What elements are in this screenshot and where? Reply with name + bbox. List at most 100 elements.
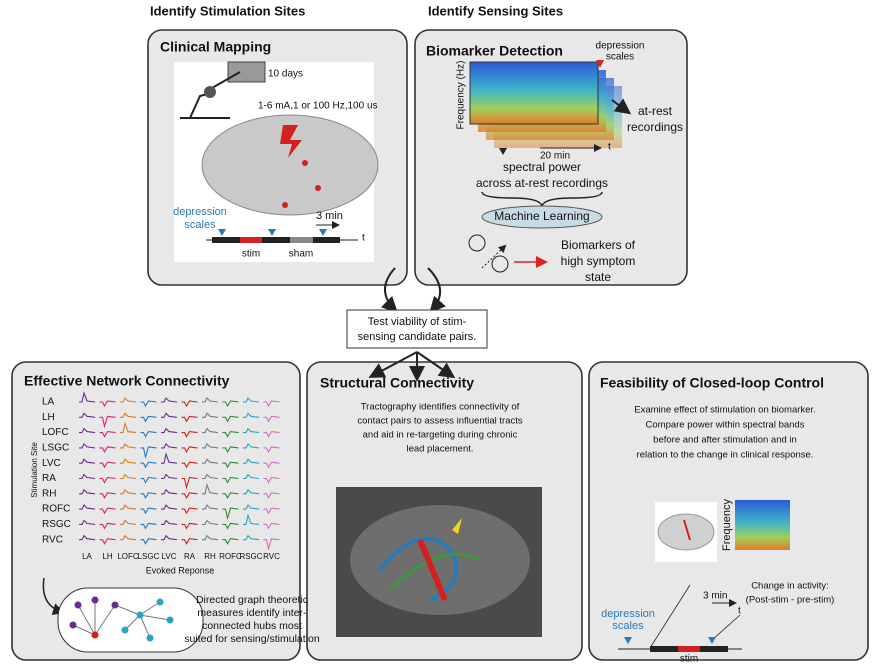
evoked-trace	[181, 461, 198, 469]
evoked-trace	[99, 538, 116, 545]
evoked-trace	[79, 412, 96, 418]
graph-edges	[72, 600, 171, 639]
evoked-trace	[140, 461, 157, 469]
scales-label: scales	[184, 219, 216, 231]
patient-head	[204, 86, 216, 98]
label: state	[585, 270, 611, 284]
block	[313, 237, 340, 243]
evoked-trace	[202, 482, 219, 495]
method-box	[481, 205, 603, 229]
evoked-trace	[161, 397, 178, 403]
tract	[417, 538, 448, 602]
center-text: Test viability of stim-	[368, 316, 467, 328]
panel-title: Clinical Mapping	[160, 39, 271, 55]
block	[650, 646, 678, 652]
marker	[218, 229, 226, 236]
label: Biomarkers of	[561, 238, 636, 252]
row-label: RA	[42, 473, 56, 484]
label: (Post-stim - pre-stim)	[746, 595, 835, 606]
marker	[499, 148, 507, 155]
evoked-trace	[120, 534, 137, 541]
column-label: LH	[102, 552, 112, 561]
evoked-trace	[99, 400, 116, 408]
marker	[596, 60, 604, 68]
evoked-trace	[243, 458, 260, 464]
evoked-trace	[79, 519, 96, 525]
arrow	[611, 98, 632, 115]
block	[700, 646, 728, 652]
column-label: LA	[82, 552, 92, 561]
row-label: LA	[42, 397, 55, 408]
evoked-trace	[202, 412, 219, 418]
evoked-trace	[243, 473, 260, 480]
column-label: RH	[204, 552, 216, 561]
spectrogram	[735, 500, 790, 550]
electrode	[282, 202, 288, 208]
arrow	[368, 351, 418, 378]
row-label: LOFC	[42, 427, 69, 438]
panel-title: Biomarker Detection	[426, 43, 563, 59]
row-label: ROFC	[42, 504, 70, 515]
evoked-trace	[222, 538, 239, 545]
arrow	[416, 351, 456, 379]
evoked-trace	[222, 461, 239, 469]
column-label: ROFC	[219, 552, 242, 561]
graph-box	[57, 587, 204, 653]
evoked-trace	[181, 431, 198, 438]
evoked-trace	[243, 412, 260, 418]
scales-label: depression	[601, 608, 655, 620]
block	[262, 237, 290, 243]
label: 3 min	[703, 591, 727, 602]
caption: Tractography identifies connectivity of	[361, 402, 520, 413]
evoked-trace	[140, 538, 157, 545]
caption: Examine effect of stimulation on biomark…	[634, 405, 815, 416]
evoked-trace	[161, 504, 178, 510]
label: 3 min	[316, 210, 343, 222]
label: stim	[242, 249, 260, 260]
evoked-trace	[120, 473, 137, 480]
marker	[708, 637, 716, 644]
label: spectral power	[503, 160, 581, 174]
label: high symptom	[561, 254, 636, 268]
caption: contact pairs to assess influential trac…	[357, 416, 523, 427]
row-label: LVC	[42, 458, 61, 469]
evoked-trace	[161, 473, 178, 480]
evoked-trace	[222, 431, 239, 438]
axis-label: Stimulation Site	[30, 442, 39, 498]
evoked-trace	[202, 427, 219, 434]
scales-label: scales	[612, 620, 644, 632]
face	[491, 255, 509, 273]
evoked-trace	[222, 415, 239, 423]
evoked-trace	[140, 400, 157, 408]
label: 1-6 mA,1 or 100 Hz,100 us	[258, 101, 378, 112]
tract	[388, 552, 481, 592]
label: sham	[289, 249, 313, 260]
center-box	[346, 309, 488, 349]
brain	[201, 114, 379, 216]
evoked-trace	[181, 522, 198, 530]
scales-label: depression	[173, 206, 227, 218]
caption: and aid in re-targeting during chronic	[363, 430, 518, 441]
evoked-trace	[120, 519, 137, 525]
label: t	[738, 606, 741, 617]
evoked-trace	[120, 504, 137, 510]
column-label: RVC	[263, 552, 280, 561]
block	[290, 237, 313, 243]
spectrogram	[469, 61, 599, 125]
caption: lead placement.	[406, 444, 473, 455]
evoked-trace	[99, 476, 116, 484]
caption: measures identify inter-	[197, 607, 307, 619]
face	[468, 234, 486, 252]
column-label: LVC	[162, 552, 177, 561]
evoked-trace	[202, 504, 219, 510]
evoked-trace	[79, 458, 96, 464]
electrode	[302, 160, 308, 166]
evoked-trace	[181, 415, 198, 423]
evoked-trace	[202, 442, 219, 449]
evoked-trace	[79, 534, 96, 541]
evoked-trace	[243, 513, 260, 525]
label: 10 days	[268, 69, 303, 80]
evoked-trace	[222, 507, 239, 521]
evoked-trace	[222, 446, 239, 454]
evoked-trace	[79, 488, 96, 495]
